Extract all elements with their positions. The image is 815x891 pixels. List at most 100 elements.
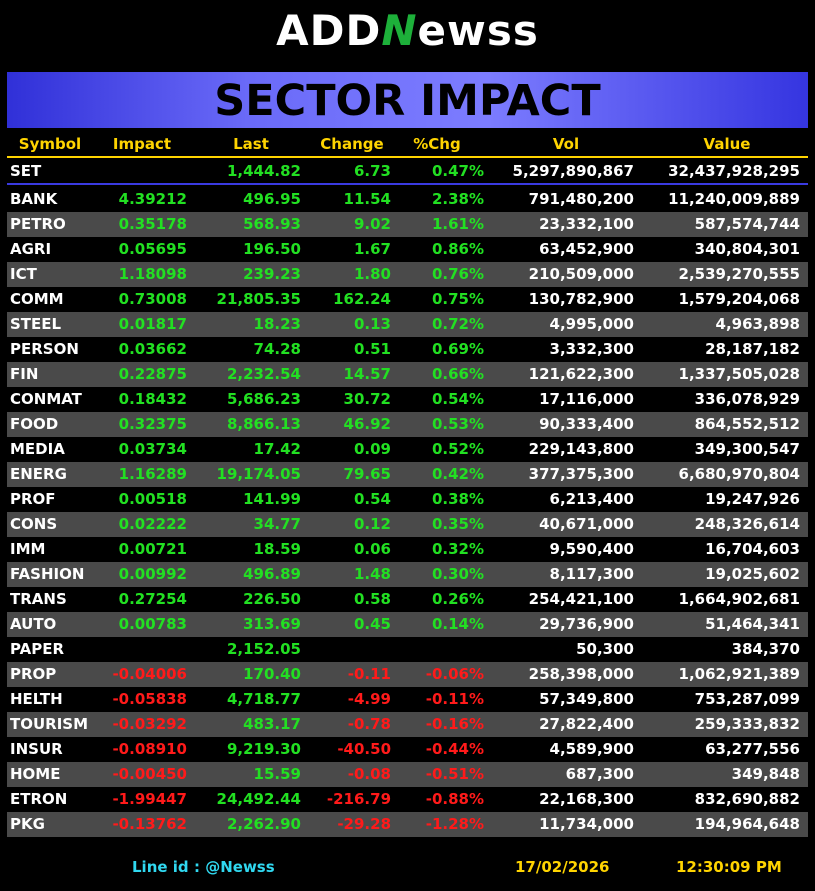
volume-cell: 3,332,300 xyxy=(549,340,634,358)
column-header: %Chg xyxy=(413,135,461,153)
symbol-cell: PAPER xyxy=(10,640,65,658)
symbol-cell: FIN xyxy=(10,365,39,383)
change-cell: 0.51 xyxy=(353,340,391,358)
sector-row: BANK 4.39212 496.95 11.54 2.38% 791,480,200 11… xyxy=(7,187,808,212)
pct-change-cell: 0.69% xyxy=(431,340,484,358)
impact-cell: 0.03734 xyxy=(118,440,187,458)
change-cell: 30.72 xyxy=(343,390,391,408)
value-cell: 587,574,744 xyxy=(694,215,800,233)
symbol-cell: PROP xyxy=(10,665,57,683)
symbol-cell: TOURISM xyxy=(10,715,89,733)
pct-change-cell: -1.28% xyxy=(425,815,484,833)
volume-cell: 377,375,300 xyxy=(528,465,634,483)
value-cell: 19,025,602 xyxy=(705,565,800,583)
pct-change-cell: 0.38% xyxy=(431,490,484,508)
volume-cell: 4,995,000 xyxy=(549,315,634,333)
change-cell: 0.54 xyxy=(353,490,391,508)
header-rule xyxy=(7,156,808,158)
sector-row: TRANS 0.27254 226.50 0.58 0.26% 254,421,100 1,… xyxy=(7,587,808,612)
impact-cell: -0.13762 xyxy=(112,815,187,833)
value-cell: 2,539,270,555 xyxy=(678,265,800,283)
value-cell: 28,187,182 xyxy=(705,340,800,358)
value-cell: 259,333,832 xyxy=(694,715,800,733)
sector-row: IMM 0.00721 18.59 0.06 0.32% 9,590,400 16,704,… xyxy=(7,537,808,562)
change-cell: 46.92 xyxy=(343,415,391,433)
value-cell: 32,437,928,295 xyxy=(668,162,800,180)
change-cell: -29.28 xyxy=(337,815,391,833)
last-cell: 8,866.13 xyxy=(226,415,301,433)
symbol-cell: AUTO xyxy=(10,615,57,633)
change-cell: -4.99 xyxy=(347,690,391,708)
impact-cell: -0.00450 xyxy=(112,765,187,783)
pct-change-cell: 0.32% xyxy=(431,540,484,558)
pct-change-cell: 0.47% xyxy=(431,162,484,180)
change-cell: -0.78 xyxy=(347,715,391,733)
time: 12:30:09 PM xyxy=(676,858,782,876)
impact-cell: 0.22875 xyxy=(118,365,187,383)
symbol-cell: COMM xyxy=(10,290,64,308)
symbol-cell: ICT xyxy=(10,265,37,283)
symbol-cell: FASHION xyxy=(10,565,85,583)
impact-cell: 0.32375 xyxy=(118,415,187,433)
last-cell: 141.99 xyxy=(243,490,301,508)
symbol-cell: PETRO xyxy=(10,215,66,233)
sector-row: CONMAT 0.18432 5,686.23 30.72 0.54% 17,116,00… xyxy=(7,387,808,412)
last-cell: 4,718.77 xyxy=(226,690,301,708)
column-header: Symbol xyxy=(18,135,82,153)
value-cell: 1,664,902,681 xyxy=(678,590,800,608)
sector-row: ENERG 1.16289 19,174.05 79.65 0.42% 377,375,3… xyxy=(7,462,808,487)
change-cell: 0.13 xyxy=(353,315,391,333)
value-cell: 1,579,204,068 xyxy=(678,290,800,308)
symbol-cell: PKG xyxy=(10,815,45,833)
pct-change-cell: 2.38% xyxy=(431,190,484,208)
impact-cell: -0.04006 xyxy=(112,665,187,683)
pct-change-cell: 0.75% xyxy=(431,290,484,308)
volume-cell: 6,213,400 xyxy=(549,490,634,508)
last-cell: 1,444.82 xyxy=(226,162,301,180)
symbol-cell: BANK xyxy=(10,190,58,208)
sector-row: INSUR -0.08910 9,219.30 -40.50 -0.44% 4,589,9… xyxy=(7,737,808,762)
change-cell: -40.50 xyxy=(337,740,391,758)
change-cell: 1.80 xyxy=(353,265,391,283)
volume-cell: 27,822,400 xyxy=(539,715,634,733)
volume-cell: 11,734,000 xyxy=(539,815,634,833)
last-cell: 19,174.05 xyxy=(216,465,301,483)
impact-cell: 1.18098 xyxy=(118,265,187,283)
value-cell: 336,078,929 xyxy=(694,390,800,408)
last-cell: 2,262.90 xyxy=(226,815,301,833)
pct-change-cell: 0.66% xyxy=(431,365,484,383)
line-id: : @Newss xyxy=(194,858,275,876)
sector-row: MEDIA 0.03734 17.42 0.09 0.52% 229,143,800 349… xyxy=(7,437,808,462)
impact-cell: 0.00721 xyxy=(118,540,187,558)
sector-row: PAPER 2,152.05 50,300 384,370 xyxy=(7,637,808,662)
pct-change-cell: 0.54% xyxy=(431,390,484,408)
last-cell: 5,686.23 xyxy=(226,390,301,408)
pct-change-cell: 1.61% xyxy=(431,215,484,233)
column-header: Last xyxy=(233,135,269,153)
impact-cell: -1.99447 xyxy=(112,790,187,808)
change-cell: -0.08 xyxy=(347,765,391,783)
change-cell: 0.09 xyxy=(353,440,391,458)
sector-row: PKG -0.13762 2,262.90 -29.28 -1.28% 11,734,00… xyxy=(7,812,808,837)
sector-row: PERSON 0.03662 74.28 0.51 0.69% 3,332,300 28,1… xyxy=(7,337,808,362)
impact-cell: 0.00992 xyxy=(118,565,187,583)
sector-row: TOURISM -0.03292 483.17 -0.78 -0.16% 27,822,4… xyxy=(7,712,808,737)
volume-cell: 50,300 xyxy=(576,640,634,658)
impact-cell: 0.35178 xyxy=(118,215,187,233)
volume-cell: 8,117,300 xyxy=(549,565,634,583)
pct-change-cell: -0.06% xyxy=(425,665,484,683)
volume-cell: 121,622,300 xyxy=(528,365,634,383)
last-cell: 9,219.30 xyxy=(226,740,301,758)
symbol-cell: INSUR xyxy=(10,740,63,758)
value-cell: 1,062,921,389 xyxy=(678,665,800,683)
volume-cell: 90,333,400 xyxy=(539,415,634,433)
pct-change-cell: -0.16% xyxy=(425,715,484,733)
sector-row: PROP -0.04006 170.40 -0.11 -0.06% 258,398,000… xyxy=(7,662,808,687)
last-cell: 483.17 xyxy=(243,715,301,733)
header-row: Symbol Impact Last Change %Chg Vol Value xyxy=(7,132,808,157)
value-cell: 63,277,556 xyxy=(705,740,800,758)
volume-cell: 258,398,000 xyxy=(528,665,634,683)
volume-cell: 17,116,000 xyxy=(539,390,634,408)
sector-row: FOOD 0.32375 8,866.13 46.92 0.53% 90,333,400 8… xyxy=(7,412,808,437)
index-row: SET 1,444.82 6.73 0.47% 5,297,890,867 32,437,… xyxy=(7,159,808,184)
